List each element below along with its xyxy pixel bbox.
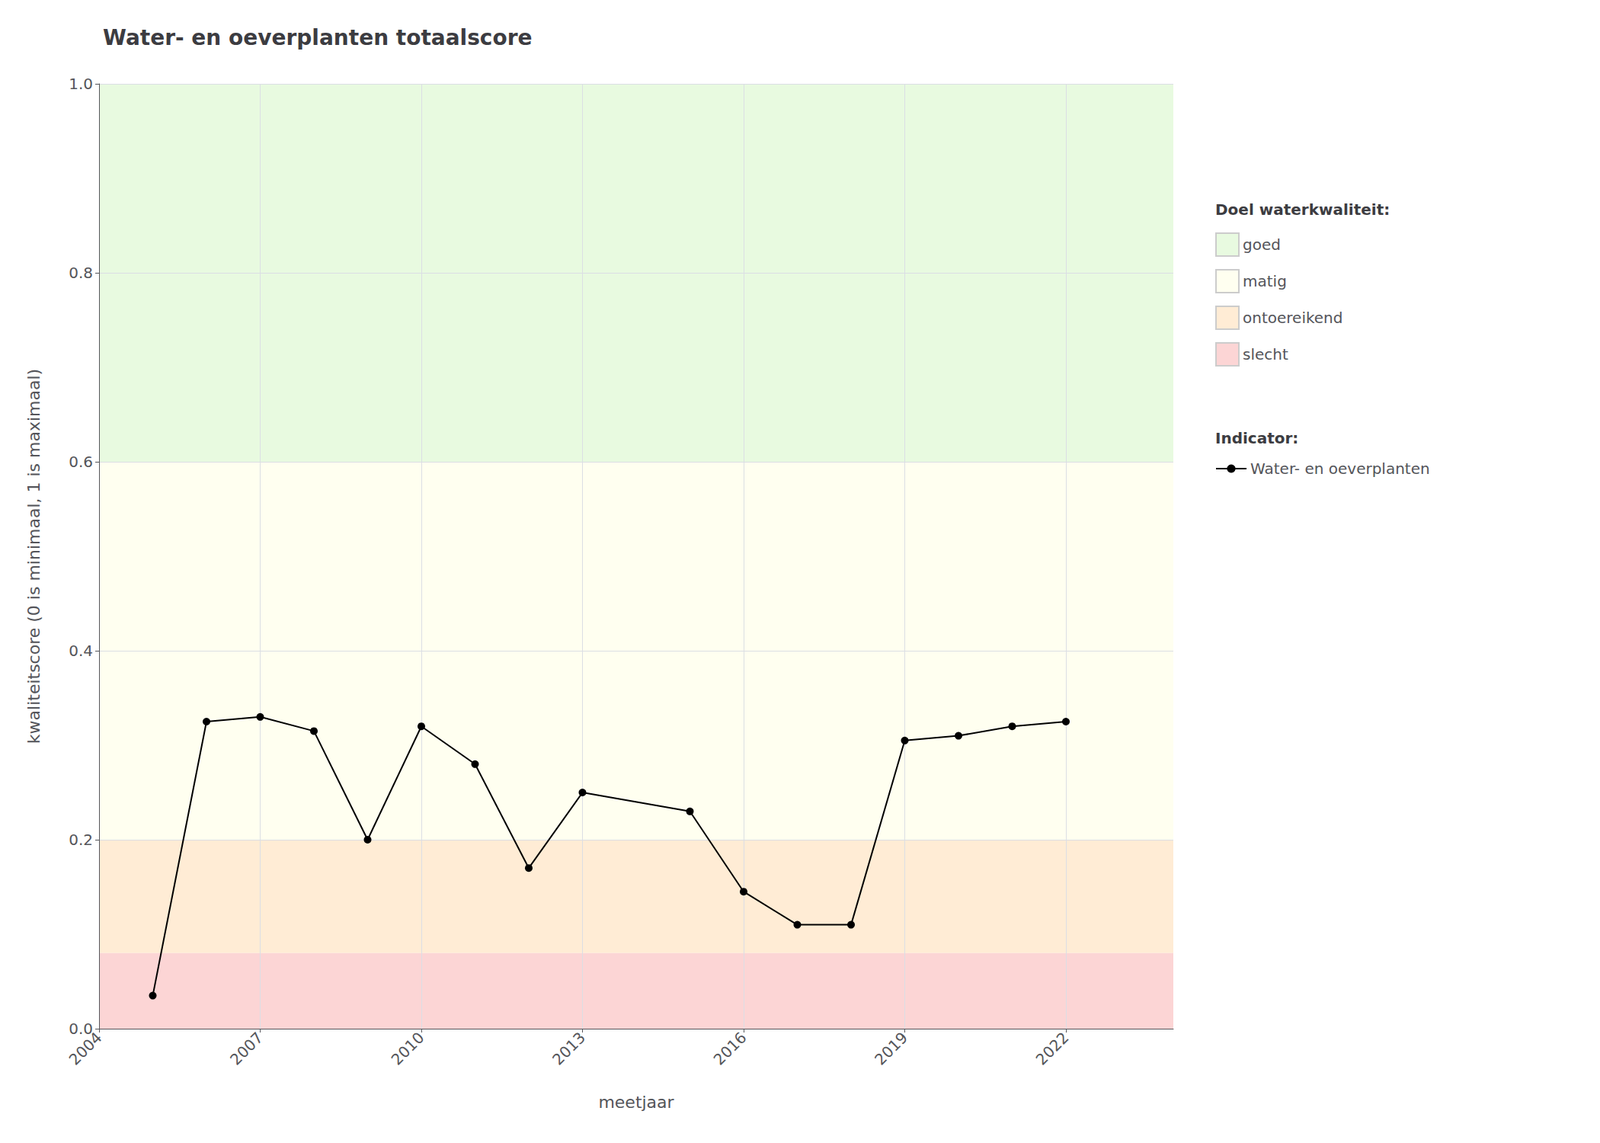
- svg-text:kwaliteitscore (0 is minimaal,: kwaliteitscore (0 is minimaal, 1 is maxi…: [24, 368, 44, 744]
- svg-text:ontoereikend: ontoereikend: [1242, 308, 1343, 327]
- svg-text:matig: matig: [1242, 272, 1287, 291]
- svg-text:2019: 2019: [870, 1028, 912, 1069]
- svg-text:2004: 2004: [65, 1028, 106, 1069]
- svg-text:2013: 2013: [548, 1028, 589, 1069]
- svg-text:slecht: slecht: [1242, 345, 1289, 364]
- svg-text:2022: 2022: [1032, 1028, 1073, 1069]
- svg-text:Water- en oeverplanten totaals: Water- en oeverplanten totaalscore: [102, 25, 533, 51]
- svg-text:1.0: 1.0: [68, 74, 93, 93]
- svg-text:2007: 2007: [226, 1028, 267, 1069]
- svg-text:2016: 2016: [710, 1028, 751, 1069]
- svg-text:Doel waterkwaliteit:: Doel waterkwaliteit:: [1215, 200, 1390, 219]
- svg-text:meetjaar: meetjaar: [598, 1092, 675, 1112]
- svg-text:0.0: 0.0: [68, 1019, 93, 1038]
- svg-text:goed: goed: [1242, 235, 1281, 254]
- svg-text:0.6: 0.6: [68, 452, 93, 471]
- svg-text:0.2: 0.2: [68, 830, 93, 849]
- svg-text:2010: 2010: [387, 1028, 429, 1069]
- svg-text:Indicator:: Indicator:: [1215, 428, 1299, 448]
- svg-text:0.8: 0.8: [68, 263, 93, 282]
- svg-text:0.4: 0.4: [68, 641, 93, 660]
- svg-text:Water- en oeverplanten: Water- en oeverplanten: [1250, 459, 1431, 478]
